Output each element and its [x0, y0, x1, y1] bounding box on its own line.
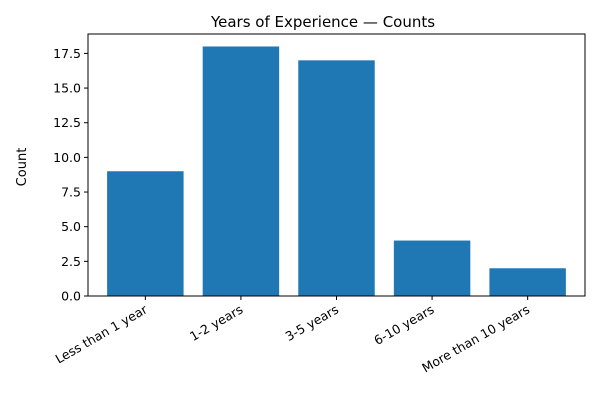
y-tick-label-1: 2.5 — [61, 254, 81, 269]
y-tick-label-5: 12.5 — [53, 115, 81, 130]
x-tick-label-2: 3-5 years — [283, 302, 341, 344]
x-tick-label-0: Less than 1 year — [53, 301, 151, 366]
y-tick-label-3: 7.5 — [61, 185, 81, 200]
x-tick-label-3: 6-10 years — [371, 302, 436, 348]
y-tick-label-6: 15.0 — [53, 81, 81, 96]
y-tick-label-2: 5.0 — [61, 219, 81, 234]
plot-area: 0.0 2.5 5.0 7.5 10.0 12.5 15.0 17.5 Less than 1 … — [53, 33, 586, 376]
x-tick-label-1: 1-2 years — [187, 302, 245, 344]
bar-0 — [107, 171, 184, 296]
y-tick-label-0: 0.0 — [61, 289, 81, 304]
chart-title: Years of Experience — Counts — [210, 13, 435, 31]
y-tick-label-7: 17.5 — [53, 46, 81, 61]
y-axis-label: Count — [15, 148, 30, 187]
bar-1 — [202, 46, 280, 297]
bar-3 — [393, 240, 471, 296]
x-tick-label-4: More than 10 years — [419, 302, 532, 376]
bar-2 — [298, 60, 375, 297]
bar-4 — [489, 268, 566, 296]
y-tick-label-4: 10.0 — [53, 150, 81, 165]
